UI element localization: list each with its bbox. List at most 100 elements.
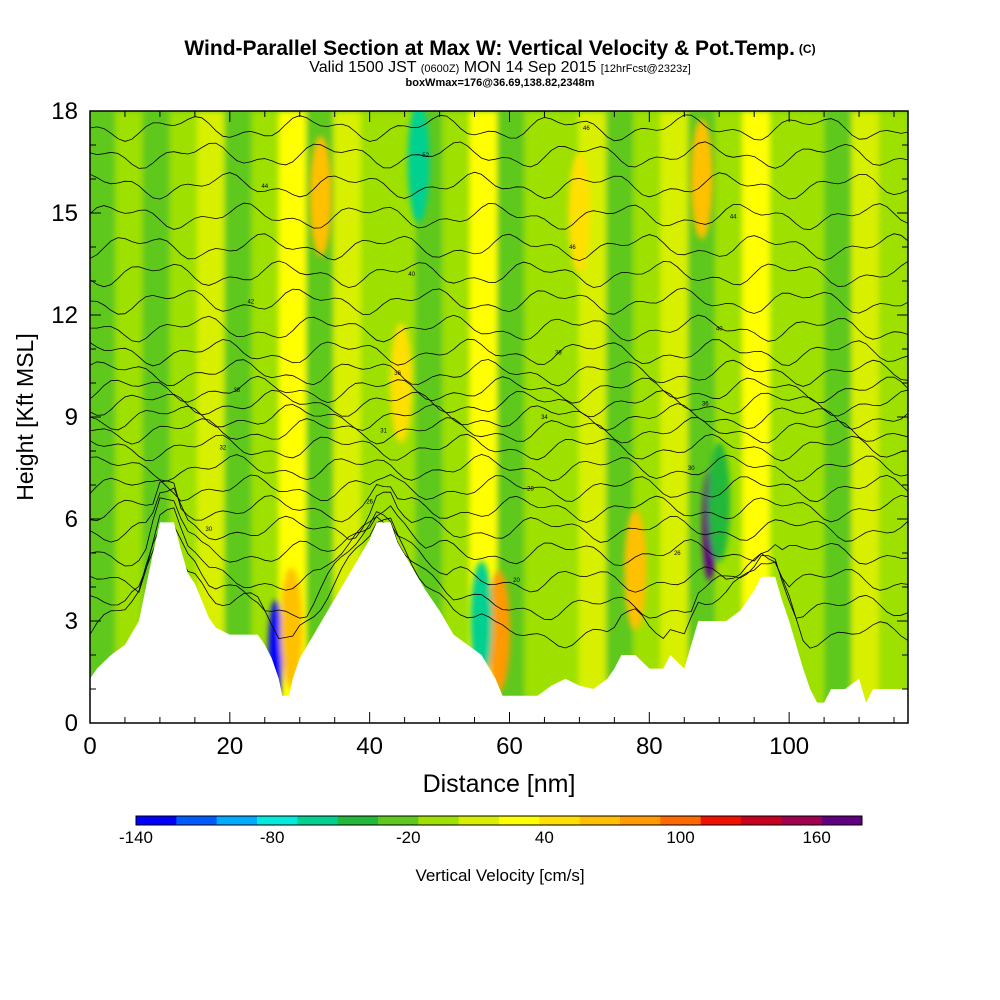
field-band — [442, 111, 474, 723]
x-tick-label: 40 — [356, 733, 383, 760]
contour-label: 44 — [261, 184, 268, 190]
velocity-feature — [407, 111, 430, 222]
velocity-feature — [280, 567, 303, 688]
colorbar-swatch — [539, 816, 581, 825]
x-axis: 0 20 40 60 80 100 — [83, 111, 895, 760]
colorbar-swatch — [136, 816, 177, 825]
colorbar-swatch — [620, 816, 661, 825]
contour-label: 28 — [527, 486, 534, 492]
contour-label: 26 — [366, 500, 373, 506]
theta-contour — [90, 389, 908, 418]
colorbar-swatch — [297, 816, 339, 825]
colorbar-tick-label: -20 — [396, 828, 421, 847]
theta-contour — [90, 487, 908, 543]
theta-contour — [90, 141, 908, 169]
contour-label: 46 — [583, 126, 590, 132]
title-block: Wind-Parallel Section at Max W: Vertical… — [0, 38, 1000, 90]
colorbar-swatch — [660, 816, 702, 825]
colorbar-swatch — [216, 816, 258, 825]
contour-label: 26 — [674, 551, 681, 557]
colorbar-label: Vertical Velocity [cm/s] — [415, 866, 584, 885]
colorbar-tick-label: 100 — [666, 828, 694, 847]
x-tick-label: 100 — [769, 733, 809, 760]
velocity-feature — [390, 323, 413, 443]
contour-label: 36 — [702, 401, 709, 407]
colorbar-swatch — [741, 816, 782, 825]
colorbar-swatch — [378, 816, 419, 825]
velocity-feature — [309, 136, 332, 256]
y-tick-label: 3 — [65, 608, 78, 635]
velocity-feature — [708, 442, 731, 562]
colorbar-tick-label: -80 — [260, 828, 285, 847]
x-tick-label: 0 — [83, 733, 96, 760]
x-tick-label: 20 — [216, 733, 243, 760]
theta-contour — [90, 287, 908, 315]
theta-contour — [90, 511, 908, 621]
contour-label: 46 — [569, 245, 576, 251]
copyright-mark: (C) — [798, 42, 816, 56]
theta-contour — [90, 233, 908, 262]
valid-date: MON 14 Sep 2015 — [463, 59, 597, 76]
contour-label: 38 — [233, 388, 240, 394]
y-tick-label: 9 — [65, 404, 78, 431]
theta-contour — [90, 474, 908, 503]
colorbar-swatch — [781, 816, 823, 825]
velocity-feature — [624, 510, 647, 630]
terrain-mask — [90, 522, 908, 723]
theta-contour — [90, 314, 908, 343]
theta-contour — [90, 114, 908, 142]
theta-contour — [90, 260, 908, 289]
contour-label: 42 — [247, 299, 254, 305]
contour-label: 20 — [513, 578, 520, 584]
y-tick-label: 6 — [65, 506, 78, 533]
contour-label: 38 — [555, 350, 562, 356]
colorbar-swatch — [700, 816, 742, 825]
colorbar-tick-label: 160 — [802, 828, 830, 847]
chart-title-main: Wind-Parallel Section at Max W: Vertical… — [184, 37, 795, 60]
x-tick-label: 80 — [636, 733, 663, 760]
theta-contour — [90, 202, 908, 231]
y-tick-label: 15 — [51, 200, 78, 227]
field-band — [824, 111, 856, 723]
colorbar: -140 -80 -20 40 100 160 — [119, 815, 863, 847]
colorbar-swatch — [176, 816, 218, 825]
forecast-tag: [12hrFcst@2323z] — [600, 63, 691, 75]
theta-contour — [90, 417, 908, 445]
contour-label: 31 — [380, 429, 387, 435]
chart-title: Wind-Parallel Section at Max W: Vertical… — [0, 38, 1000, 60]
theta-contour — [90, 171, 908, 200]
y-tick-label: 12 — [51, 302, 78, 329]
field-band — [524, 111, 556, 723]
colorbar-swatch — [579, 816, 621, 825]
valid-time-line: Valid 1500 JST (0600Z) MON 14 Sep 2015 [… — [0, 60, 1000, 77]
theta-contour — [90, 433, 908, 462]
field-band — [660, 111, 692, 723]
theta-contour — [90, 338, 908, 367]
colorbar-swatch — [821, 816, 863, 825]
theta-contour — [90, 359, 908, 387]
colorbar-swatch — [257, 816, 298, 825]
contour-label: 34 — [541, 415, 548, 421]
field-band — [851, 111, 883, 723]
colorbar-swatch — [499, 816, 540, 825]
box-wmax-line: boxWmax=176@36.69,138.82,2348m — [405, 77, 595, 89]
theta-contours: 20 26 30 26 28 30 32 31 34 36 38 36 38 40 42 40 46 44 44 52… — [90, 114, 908, 649]
contour-label: 32 — [219, 446, 226, 452]
theta-contour — [90, 517, 908, 649]
theta-contour — [90, 375, 908, 404]
contour-label: 30 — [206, 527, 213, 533]
x-tick-label: 60 — [496, 733, 523, 760]
field-features — [268, 111, 731, 710]
theta-contour — [90, 497, 908, 567]
valid-utc: (0600Z) — [420, 63, 460, 75]
theta-contour — [90, 453, 908, 482]
contour-label: 44 — [730, 214, 737, 220]
y-tick-label: 18 — [51, 98, 78, 125]
theta-contour — [90, 403, 908, 431]
colorbar-swatch — [337, 816, 379, 825]
valid-time: Valid 1500 JST — [309, 59, 417, 76]
contour-label: 40 — [408, 272, 415, 278]
colorbar-tick-label: 40 — [535, 828, 554, 847]
field-band — [796, 111, 829, 723]
